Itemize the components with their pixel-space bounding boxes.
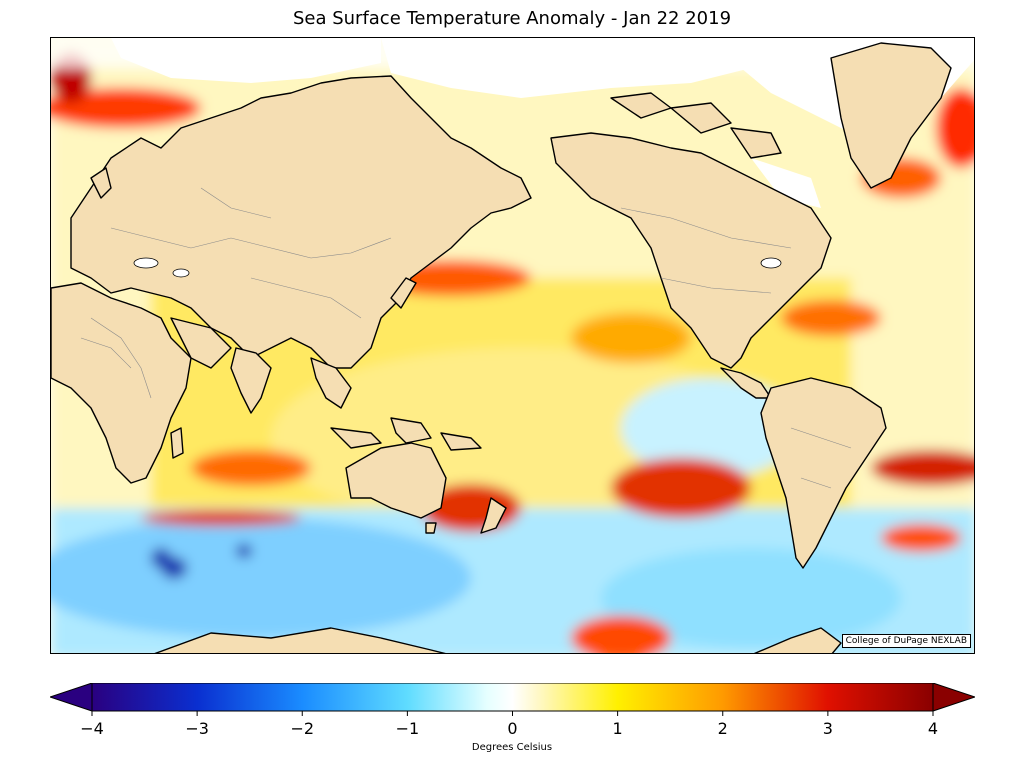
land <box>51 42 952 653</box>
tick-label: −3 <box>185 719 209 738</box>
colorbar-max-extend <box>932 682 977 712</box>
tick-label: 4 <box>927 719 939 738</box>
colorbar-ticks <box>91 711 934 716</box>
tick-label: −4 <box>80 719 104 738</box>
map-title: Sea Surface Temperature Anomaly - Jan 22… <box>292 8 732 29</box>
inland-water <box>133 257 782 278</box>
tick-label: 3 <box>822 719 833 738</box>
tick-label: 0 <box>507 719 518 738</box>
colorbar-tick-labels: −4 −3 −2 −1 0 1 2 3 4 <box>0 719 1024 739</box>
tick-label: 2 <box>717 719 728 738</box>
tick-label: −2 <box>290 719 315 738</box>
credit-label: College of DuPage NEXLAB <box>841 634 971 648</box>
colorbar-gradient <box>91 682 934 712</box>
country-borders <box>80 187 852 489</box>
colorbar <box>48 682 977 723</box>
tick-label: −1 <box>395 719 420 738</box>
colorbar-units-label: Degrees Celsius <box>471 742 553 753</box>
colorbar-min-extend <box>48 682 93 712</box>
sst-anomaly-map: College of DuPage NEXLAB <box>50 37 975 654</box>
tick-label: 1 <box>612 719 623 738</box>
